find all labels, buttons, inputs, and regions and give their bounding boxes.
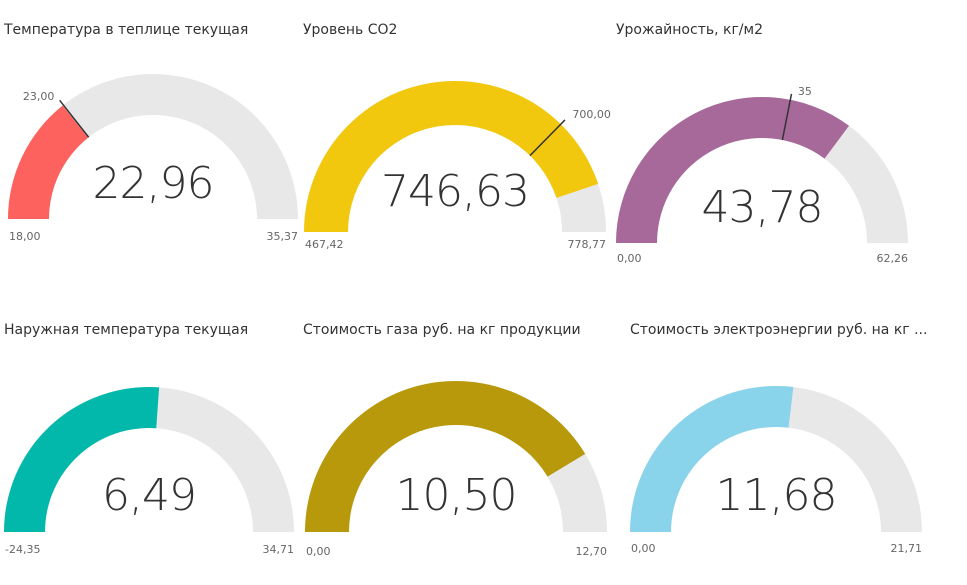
gauge-chart: 700,00 746,63 467,42 778,77 bbox=[304, 81, 611, 251]
gauge-value-arc bbox=[4, 387, 160, 532]
gauge-max-label: 12,70 bbox=[576, 545, 608, 558]
gauge-max-label: 778,77 bbox=[568, 238, 607, 251]
gauge-card-outdoor-temp[interactable]: Наружная температура текущая 6,49 -24,35 3… bbox=[4, 300, 304, 580]
gauge-card-greenhouse-temp[interactable]: Температура в теплице текущая 23,00 22,96… bbox=[4, 0, 304, 280]
gauge-min-label: 0,00 bbox=[306, 545, 331, 558]
gauge-value-arc bbox=[630, 386, 794, 532]
gauge-chart: 10,50 0,00 12,70 bbox=[305, 381, 607, 558]
gauge-value-label: 43,78 bbox=[702, 182, 823, 233]
gauge-chart: 35 43,78 0,00 62,26 bbox=[616, 85, 909, 265]
gauge-max-label: 34,71 bbox=[263, 543, 295, 556]
gauge-min-label: 0,00 bbox=[617, 252, 642, 265]
gauge-max-label: 21,71 bbox=[891, 542, 923, 555]
gauge-card-yield[interactable]: Урожайность, кг/м2 35 43,78 0,00 62,26 bbox=[616, 0, 916, 280]
gauge-target-label: 35 bbox=[798, 85, 812, 98]
gauge-target-marker bbox=[59, 99, 90, 138]
gauge-card-electricity-cost[interactable]: Стоимость электроэнергии руб. на кг ... … bbox=[630, 300, 930, 580]
gauge-value-arc bbox=[304, 81, 599, 232]
gauge-value-label: 10,50 bbox=[396, 470, 517, 521]
gauge-target-marker bbox=[529, 119, 566, 157]
gauge-track bbox=[8, 74, 298, 219]
gauge-value-label: 6,49 bbox=[102, 470, 196, 521]
gauge-target-label: 23,00 bbox=[23, 90, 55, 103]
gauge-target-label: 700,00 bbox=[572, 108, 611, 121]
gauge-card-co2-level[interactable]: Уровень CO2 700,00 746,63 467,42 778,77 bbox=[303, 0, 611, 280]
gauge-value-arc bbox=[616, 97, 849, 243]
gauge-value-label: 11,68 bbox=[716, 470, 837, 521]
gauge-value-label: 746,63 bbox=[381, 166, 529, 217]
gauge-card-gas-cost[interactable]: Стоимость газа руб. на кг продукции 10,5… bbox=[303, 300, 607, 580]
gauge-chart: 23,00 22,96 18,00 35,37 bbox=[8, 74, 299, 243]
gauge-min-label: 18,00 bbox=[9, 230, 41, 243]
gauge-min-label: 0,00 bbox=[631, 542, 656, 555]
gauge-value-arc bbox=[305, 381, 586, 532]
gauge-value-label: 22,96 bbox=[93, 158, 214, 209]
gauge-target-marker bbox=[781, 93, 793, 141]
gauge-chart: 11,68 0,00 21,71 bbox=[630, 386, 923, 555]
gauge-max-label: 35,37 bbox=[267, 230, 299, 243]
gauge-chart: 6,49 -24,35 34,71 bbox=[4, 387, 295, 556]
gauge-max-label: 62,26 bbox=[877, 252, 909, 265]
gauge-min-label: -24,35 bbox=[5, 543, 40, 556]
gauge-value-arc bbox=[8, 105, 89, 219]
gauge-min-label: 467,42 bbox=[305, 238, 344, 251]
